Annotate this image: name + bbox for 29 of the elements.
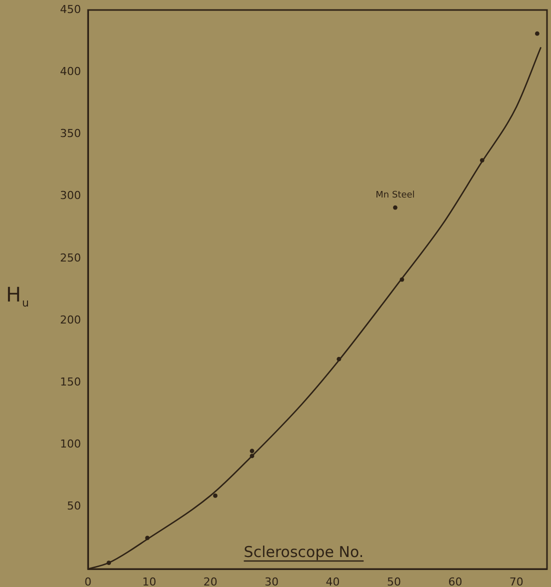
x-tick-label: 60 bbox=[448, 575, 462, 587]
point bbox=[400, 277, 404, 282]
x-tick-label: 70 bbox=[509, 575, 524, 587]
x-tick-label: 40 bbox=[326, 575, 340, 587]
point bbox=[336, 356, 342, 362]
y-tick-label: 400 bbox=[60, 64, 81, 78]
y-tick-label: 450 bbox=[60, 2, 81, 16]
point bbox=[250, 454, 254, 458]
x-tick-label: 0 bbox=[84, 575, 92, 587]
x-axis-title: Scleroscope No. bbox=[244, 543, 364, 561]
y-tick-label: 250 bbox=[60, 251, 81, 264]
point bbox=[213, 494, 218, 498]
y-tick-label: 50 bbox=[67, 500, 81, 513]
x-tick-label: 30 bbox=[264, 575, 279, 587]
point bbox=[145, 536, 150, 540]
annotation: Mn Steel bbox=[376, 190, 415, 201]
y-tick-label: 150 bbox=[60, 376, 81, 389]
x-tick-label: 50 bbox=[387, 575, 401, 587]
point bbox=[106, 560, 112, 565]
point bbox=[480, 158, 484, 163]
point bbox=[250, 448, 254, 454]
x-tick-label: 20 bbox=[203, 575, 218, 587]
y-tick-label: 350 bbox=[60, 127, 81, 140]
y-tick-label: 200 bbox=[60, 313, 81, 326]
y-tick-label: 100 bbox=[60, 438, 81, 451]
point bbox=[393, 205, 398, 210]
point bbox=[535, 31, 540, 36]
y-tick-label: 300 bbox=[60, 189, 81, 202]
x-tick-label: 10 bbox=[142, 575, 156, 587]
